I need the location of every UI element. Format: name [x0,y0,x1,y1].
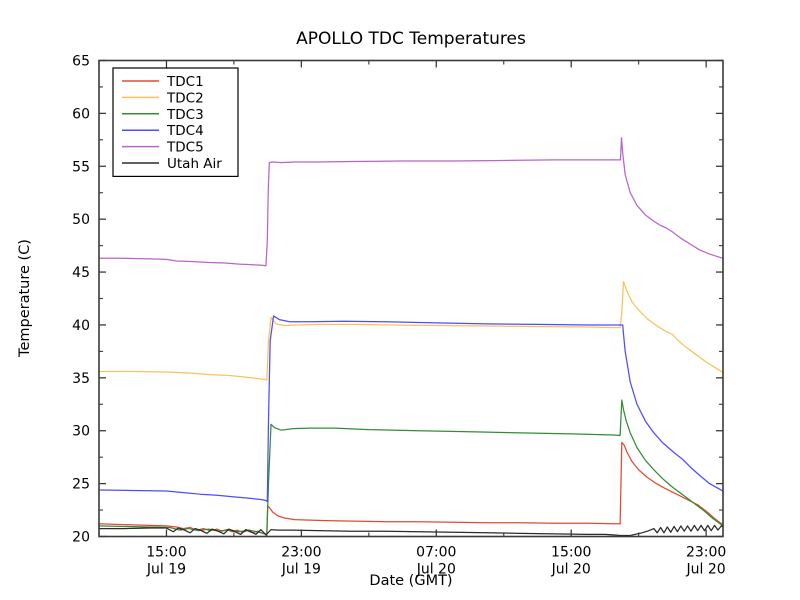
legend-label-tdc4: TDC4 [166,123,204,139]
y-tick-label: 45 [72,265,90,281]
y-axis-ticks: 20 25 30 35 40 45 50 55 60 65 [72,54,723,546]
chart-title: APOLLO TDC Temperatures [296,29,526,49]
legend-label-tdc5: TDC5 [166,140,204,156]
y-tick-label: 25 [72,477,90,493]
x-tick-time: 07:00 [416,545,456,561]
y-tick-label: 35 [72,371,90,387]
y-tick-label: 60 [72,106,90,122]
series-line-tdc3 [98,399,724,537]
series-line-tdc5 [98,137,724,267]
y-tick-label: 55 [72,159,90,175]
x-axis-label: Date (GMT) [369,573,452,589]
y-tick-label: 30 [72,424,90,440]
x-tick-date: Jul 19 [281,562,321,578]
legend-box [112,67,239,178]
x-tick-date: Jul 19 [146,562,186,578]
legend-label-tdc3: TDC3 [166,107,204,123]
series-line-tdc2 [98,280,724,381]
series-line-tdc4 [98,315,724,503]
y-axis-label: Temperature (C) [17,239,33,358]
x-tick-time: 15:00 [551,545,591,561]
plot-frame [98,59,724,538]
x-tick-date: Jul 20 [551,562,591,578]
legend-label-tdc1: TDC1 [166,74,204,90]
x-tick-date: Jul 20 [686,562,726,578]
y-tick-label: 50 [72,212,90,228]
x-tick-time: 23:00 [281,545,321,561]
y-tick-label: 20 [72,530,90,546]
y-tick-label: 40 [72,318,90,334]
x-tick-time: 23:00 [686,545,726,561]
legend-label-tdc2: TDC2 [166,90,204,106]
x-tick-time: 15:00 [146,545,186,561]
data-series-group [98,137,724,537]
series-line-utah-air [98,524,724,537]
series-line-tdc1 [98,441,724,536]
y-tick-label: 65 [72,54,90,70]
x-tick-date: Jul 20 [416,562,456,578]
legend-label-utah-air: Utah Air [167,156,222,172]
